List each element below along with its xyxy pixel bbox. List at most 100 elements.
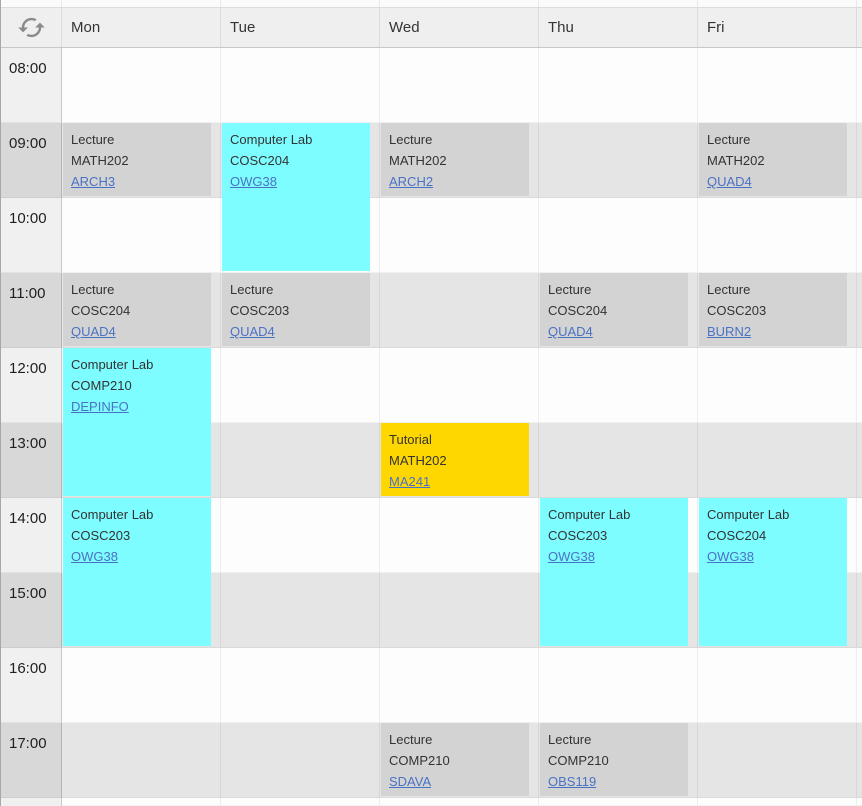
- grid-cell-thu: [539, 198, 698, 273]
- event-course: MATH202: [389, 153, 447, 168]
- top-strip-cell: [698, 0, 857, 7]
- event-lecture-comp210[interactable]: Lecture COMP210 SDAVA: [381, 723, 529, 796]
- grid-cell-tue: [221, 648, 380, 723]
- room-link[interactable]: QUAD4: [71, 324, 116, 339]
- day-header-mon: Mon: [62, 8, 221, 47]
- sync-icon: [17, 17, 45, 38]
- grid-cell-partial: [857, 798, 862, 806]
- grid-cell-fri: [698, 198, 857, 273]
- top-strip-cell: [539, 0, 698, 7]
- grid-cell-mon: [62, 648, 221, 723]
- event-course: COSC203: [71, 528, 131, 543]
- event-type: Lecture: [71, 132, 115, 147]
- room-link[interactable]: ARCH2: [389, 174, 434, 189]
- grid-cell-wed: [380, 798, 539, 806]
- sync-button[interactable]: [1, 8, 62, 47]
- event-computer-lab-cosc204[interactable]: Computer Lab COSC204 OWG38: [222, 123, 370, 271]
- room-link[interactable]: BURN2: [707, 324, 752, 339]
- room-link[interactable]: OWG38: [71, 549, 118, 564]
- grid-cell-fri: [698, 423, 857, 498]
- grid-cell-fri: [698, 798, 857, 806]
- grid-cell-fri: [698, 348, 857, 423]
- event-computer-lab-cosc203[interactable]: Computer Lab COSC203 OWG38: [540, 498, 688, 646]
- grid-cell-wed: [380, 573, 539, 648]
- room-link[interactable]: ARCH3: [71, 174, 116, 189]
- event-computer-lab-cosc204[interactable]: Computer Lab COSC204 OWG38: [699, 498, 847, 646]
- event-lecture-cosc204[interactable]: Lecture COSC204 QUAD4: [540, 273, 688, 346]
- event-course: COSC204: [71, 303, 131, 318]
- grid-cell-wed: [380, 273, 539, 348]
- grid-cell-partial: [857, 498, 862, 573]
- room-link[interactable]: QUAD4: [230, 324, 275, 339]
- grid-cell-thu: [539, 423, 698, 498]
- event-type: Lecture: [548, 732, 592, 747]
- event-type: Lecture: [707, 132, 751, 147]
- room-link[interactable]: QUAD4: [707, 174, 752, 189]
- event-type: Computer Lab: [71, 507, 154, 522]
- event-course: MATH202: [389, 453, 447, 468]
- grid-cell-thu: [539, 123, 698, 198]
- event-type: Computer Lab: [707, 507, 790, 522]
- room-link[interactable]: OWG38: [230, 174, 277, 189]
- event-lecture-cosc204[interactable]: Lecture COSC204 QUAD4: [63, 273, 211, 346]
- grid-cell-tue: [221, 348, 380, 423]
- event-type: Lecture: [71, 282, 115, 297]
- top-strip-cell: [221, 0, 380, 7]
- event-type: Lecture: [389, 732, 433, 747]
- grid-cell-partial: [857, 123, 862, 198]
- event-course: MATH202: [707, 153, 765, 168]
- grid-cell-fri: [698, 48, 857, 123]
- event-type: Lecture: [230, 282, 274, 297]
- time-label: 16:00: [1, 648, 62, 723]
- event-lecture-math202[interactable]: Lecture MATH202 ARCH3: [63, 123, 211, 196]
- timetable-row: 16:00: [1, 648, 862, 723]
- grid-cell-tue: [221, 423, 380, 498]
- top-strip-cell: [380, 0, 539, 7]
- room-link[interactable]: OWG38: [707, 549, 754, 564]
- room-link[interactable]: OBS119: [548, 774, 597, 789]
- event-lecture-math202[interactable]: Lecture MATH202 ARCH2: [381, 123, 529, 196]
- time-label: 15:00: [1, 573, 62, 648]
- grid-cell-tue: [221, 723, 380, 798]
- event-tutorial-math202[interactable]: Tutorial MATH202 MA241: [381, 423, 529, 496]
- event-computer-lab-comp210[interactable]: Computer Lab COMP210 DEPINFO: [63, 348, 211, 496]
- time-label: 09:00: [1, 123, 62, 198]
- grid-cell-thu: [539, 648, 698, 723]
- event-lecture-comp210[interactable]: Lecture COMP210 OBS119: [540, 723, 688, 796]
- timetable-grid: 08:00 09:00 10:00 11:00 12:00 13:00 14:00 15:00…: [1, 48, 862, 806]
- event-computer-lab-cosc203[interactable]: Computer Lab COSC203 OWG38: [63, 498, 211, 646]
- event-course: COSC204: [707, 528, 767, 543]
- event-type: Lecture: [707, 282, 751, 297]
- event-lecture-cosc203[interactable]: Lecture COSC203 BURN2: [699, 273, 847, 346]
- time-label: [1, 798, 62, 806]
- room-link[interactable]: OWG38: [548, 549, 595, 564]
- room-link[interactable]: MA241: [389, 474, 431, 489]
- grid-cell-partial: [857, 198, 862, 273]
- grid-cell-wed: [380, 648, 539, 723]
- event-type: Computer Lab: [71, 357, 154, 372]
- grid-cell-wed: [380, 498, 539, 573]
- room-link[interactable]: QUAD4: [548, 324, 593, 339]
- time-label: 11:00: [1, 273, 62, 348]
- event-course: COSC203: [707, 303, 767, 318]
- grid-cell-tue: [221, 48, 380, 123]
- room-link[interactable]: DEPINFO: [71, 399, 129, 414]
- event-type: Computer Lab: [230, 132, 313, 147]
- top-strip-cell: [1, 0, 62, 7]
- grid-cell-wed: [380, 348, 539, 423]
- header-row: Mon Tue Wed Thu Fri: [1, 7, 862, 48]
- event-course: COSC204: [230, 153, 290, 168]
- grid-cell-thu: [539, 798, 698, 806]
- grid-cell-mon: [62, 198, 221, 273]
- event-lecture-math202[interactable]: Lecture MATH202 QUAD4: [699, 123, 847, 196]
- time-label: 12:00: [1, 348, 62, 423]
- grid-cell-mon: [62, 48, 221, 123]
- grid-cell-thu: [539, 48, 698, 123]
- grid-cell-tue: [221, 573, 380, 648]
- grid-cell-partial: [857, 573, 862, 648]
- grid-cell-thu: [539, 348, 698, 423]
- day-header-wed: Wed: [380, 8, 539, 47]
- room-link[interactable]: SDAVA: [389, 774, 432, 789]
- top-strip-cell: [62, 0, 221, 7]
- event-lecture-cosc203[interactable]: Lecture COSC203 QUAD4: [222, 273, 370, 346]
